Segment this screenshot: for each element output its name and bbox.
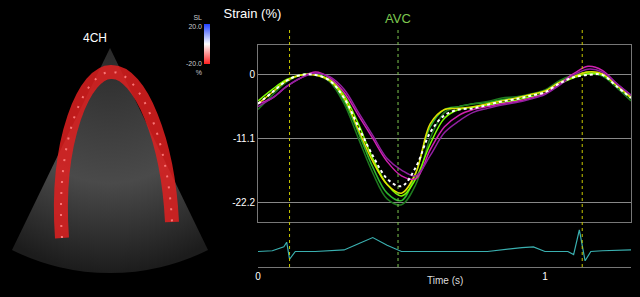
svg-text:AVC: AVC <box>385 11 411 26</box>
svg-text:%: % <box>196 69 202 76</box>
svg-text:-11.1: -11.1 <box>233 133 255 144</box>
svg-text:4CH: 4CH <box>83 31 107 45</box>
svg-text:SL: SL <box>193 14 202 21</box>
svg-text:20.0: 20.0 <box>188 23 202 30</box>
svg-text:0: 0 <box>255 271 261 282</box>
svg-text:Strain (%): Strain (%) <box>224 6 282 21</box>
svg-text:-20.0: -20.0 <box>186 60 202 67</box>
svg-text:0: 0 <box>249 69 255 80</box>
svg-text:1: 1 <box>542 271 548 282</box>
svg-text:-22.2: -22.2 <box>232 197 255 208</box>
svg-text:Time (s): Time (s) <box>427 275 463 286</box>
